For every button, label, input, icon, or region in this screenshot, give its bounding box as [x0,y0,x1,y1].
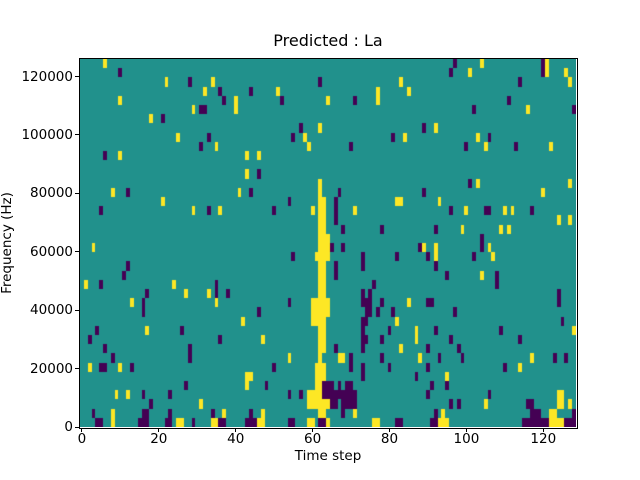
x-axis-label: Time step [294,448,362,464]
y-tick-label: 80000 [30,185,73,202]
y-tick-label: 100000 [21,126,73,143]
spectrogram-heatmap [80,59,576,427]
y-tick-mark [75,134,79,136]
y-tick-mark [75,251,79,253]
x-tick-mark [312,428,314,432]
y-tick-label: 120000 [21,68,73,85]
y-tick-mark [75,426,79,428]
y-tick-mark [75,192,79,194]
x-tick-label: 80 [380,431,399,447]
x-tick-mark [235,428,237,432]
y-tick-label: 60000 [30,243,73,260]
x-tick-mark [465,428,467,432]
x-tick-label: 40 [227,431,245,447]
x-tick-label: 100 [453,431,480,447]
plot-axes-spine [79,58,578,429]
y-tick-label: 20000 [30,360,73,377]
y-tick-mark [75,368,79,370]
y-tick-label: 0 [64,419,73,435]
y-tick-label: 40000 [30,302,73,319]
chart-title: Predicted : La [273,31,383,50]
x-tick-label: 120 [530,431,557,447]
x-tick-mark [158,428,160,432]
x-tick-label: 20 [150,431,168,447]
x-tick-label: 60 [304,431,322,447]
y-tick-mark [75,309,79,311]
x-tick-mark [81,428,83,432]
x-tick-label: 0 [77,431,87,447]
y-axis-label: Frequency (Hz) [0,192,15,294]
y-tick-mark [75,76,79,78]
x-tick-mark [389,428,391,432]
x-tick-mark [542,428,544,432]
